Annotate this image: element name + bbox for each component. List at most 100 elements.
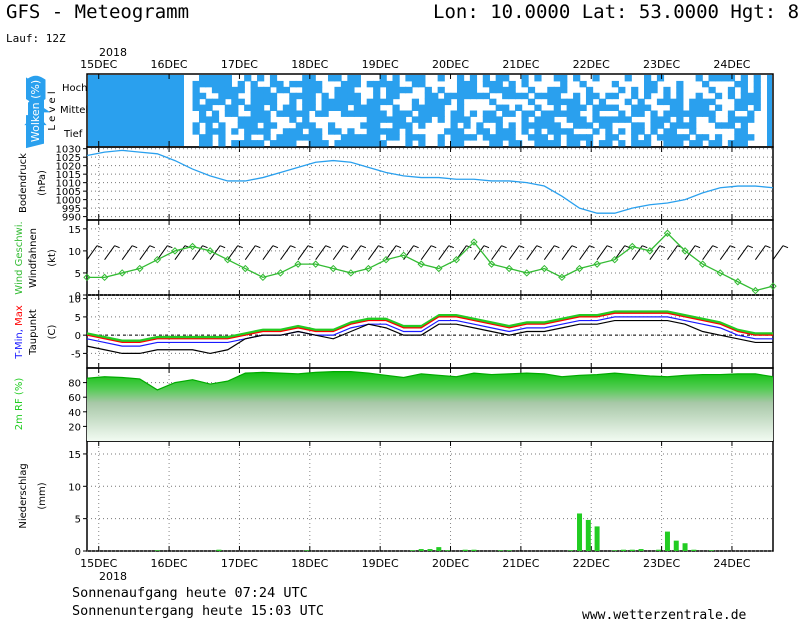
cloud-block	[618, 116, 626, 123]
cloud-block	[392, 86, 400, 94]
y-tick-label: 40	[68, 408, 81, 419]
cloud-block	[676, 80, 684, 88]
precip-bar	[620, 549, 626, 551]
wind-barb	[483, 245, 490, 249]
cloud-block	[553, 140, 561, 147]
y-tick-label: 1010	[56, 179, 81, 190]
cloud-block	[392, 92, 400, 100]
cloud-block	[540, 116, 549, 123]
cloud-block	[676, 86, 684, 94]
cloud-block	[695, 134, 703, 141]
wind-speed-point	[435, 264, 443, 273]
y-tick-label: 5	[75, 313, 81, 324]
wind-barb	[554, 245, 560, 249]
cloud-block	[218, 80, 226, 88]
cloud-level-tief: Tief	[63, 129, 83, 140]
cloud-block	[411, 134, 420, 141]
cloud-block	[263, 122, 271, 129]
cloud-block	[463, 80, 471, 88]
cloud-block	[476, 92, 484, 100]
cloud-block	[605, 104, 613, 111]
cloud-block	[585, 140, 594, 147]
cloud-block	[469, 92, 478, 100]
cloud-block	[489, 80, 497, 88]
cloud-block	[192, 92, 200, 100]
cloud-block	[334, 98, 342, 106]
wind-speed-point	[83, 273, 91, 282]
cloud-block	[450, 92, 458, 100]
wind-barb	[368, 245, 379, 260]
humidity-line	[86, 371, 774, 391]
cloud-block	[276, 86, 284, 94]
cloud-block	[282, 110, 291, 117]
cloud-block	[527, 86, 536, 94]
wind-barb	[420, 245, 432, 260]
cloud-block	[573, 92, 581, 100]
cloud-block	[411, 104, 420, 111]
cloud-block	[508, 80, 516, 88]
cloud-block	[469, 86, 478, 94]
wind-barb	[518, 245, 525, 249]
cloud-block	[418, 134, 426, 141]
wind-barb	[325, 245, 331, 249]
cloud-block	[560, 86, 568, 94]
cloud-block	[515, 104, 523, 111]
cloud-block	[250, 92, 258, 100]
cloud-block	[347, 92, 355, 100]
cloud-block	[734, 98, 742, 106]
cloud-block	[631, 134, 639, 141]
cloud-block	[289, 134, 297, 141]
wind-barb	[659, 245, 666, 249]
cloud-block	[527, 122, 536, 129]
cloud-block	[663, 116, 671, 123]
precip-bar	[612, 550, 618, 551]
website-link[interactable]: www.wetterzentrale.de	[582, 608, 747, 623]
cloud-block	[250, 116, 258, 123]
cloud-block	[257, 110, 265, 117]
cloud-block	[211, 75, 220, 82]
cloud-block	[340, 80, 349, 88]
cloud-block	[540, 110, 549, 117]
cloud-block	[211, 128, 220, 135]
wind-barb	[413, 245, 419, 249]
precip-bar	[445, 550, 451, 551]
cloud-block	[431, 104, 439, 111]
precip-bar	[154, 550, 160, 551]
cloud-block	[411, 80, 420, 88]
wind-barb	[730, 245, 736, 249]
wind-barb	[174, 245, 186, 260]
wind-barb	[765, 245, 771, 249]
cloud-block	[244, 116, 252, 123]
day-label-top: 16DEC	[151, 58, 188, 71]
wind-barb	[694, 245, 701, 249]
wind-barb	[395, 245, 402, 249]
wind-speed-point	[716, 269, 724, 277]
cloud-block	[495, 75, 503, 82]
temperature-panel	[86, 294, 774, 369]
y-tick-label: 5	[75, 269, 81, 280]
cloud-block	[521, 122, 529, 129]
wind-barb	[297, 245, 309, 260]
cloud-block	[231, 128, 239, 135]
cloud-block	[463, 134, 471, 141]
year-bottom: 2018	[99, 570, 127, 583]
model-run-label: Lauf: 12Z	[6, 32, 66, 45]
wind-barb	[149, 245, 155, 249]
cloud-block	[469, 134, 478, 141]
cloud-block	[740, 98, 748, 106]
cloud-block	[392, 110, 400, 117]
cloud-block	[669, 104, 678, 111]
cloud-block	[560, 80, 568, 88]
cloud-block	[295, 92, 303, 100]
cloud-block	[753, 104, 761, 111]
wind-barb	[737, 245, 749, 260]
cloud-block	[386, 134, 394, 141]
cloud-block	[218, 122, 226, 129]
cloud-block	[437, 140, 445, 147]
cloud-block	[360, 140, 368, 147]
cloud-block	[244, 122, 252, 129]
cloud-block	[702, 98, 710, 106]
wind-speed-point	[259, 273, 267, 282]
wind-barb	[139, 245, 151, 260]
cloud-block	[534, 104, 542, 111]
